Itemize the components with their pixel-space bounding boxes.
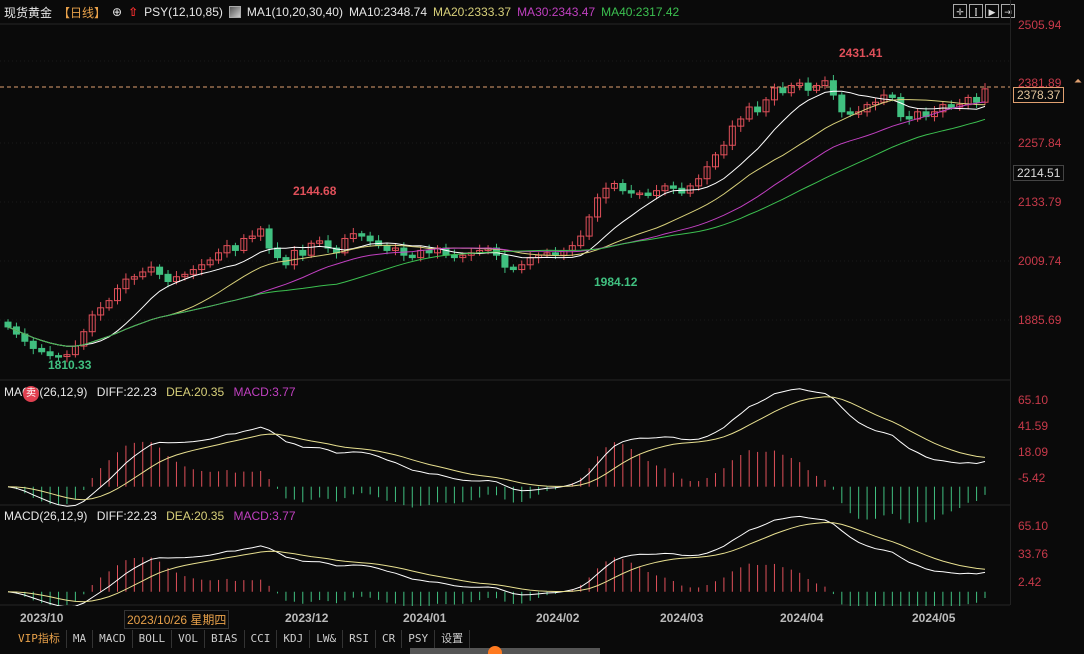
psy-label[interactable]: PSY(12,10,85) <box>144 5 223 19</box>
date-tick: 2024/04 <box>780 611 824 625</box>
macd1-tick: -5.42 <box>1018 471 1046 485</box>
date-tick: 2024/05 <box>912 611 956 625</box>
tab-cci[interactable]: CCI <box>245 630 278 648</box>
macd1-dea: DEA:20.35 <box>166 385 225 399</box>
macd2-dea: DEA:20.35 <box>166 509 225 523</box>
instrument-title: 现货黄金 <box>4 5 53 20</box>
tab-cr[interactable]: CR <box>376 630 403 648</box>
macd1-tick: 18.09 <box>1018 445 1049 459</box>
macd2-tick: 33.76 <box>1018 547 1049 561</box>
macd1-tick: 65.10 <box>1018 393 1049 407</box>
date-axis: 2023/10 2023/10/26 星期四 2023/12 2024/01 2… <box>0 608 1010 629</box>
macd1-macd: MACD:3.77 <box>233 385 296 399</box>
date-tick: 2024/01 <box>403 611 447 625</box>
high-annotation-2: 2431.41 <box>839 46 883 60</box>
price-chart[interactable] <box>0 0 1010 606</box>
tab-psy[interactable]: PSY <box>402 630 436 648</box>
up-arrow-icon: ⇧ <box>128 5 139 19</box>
ma-chart-icon[interactable] <box>228 6 241 18</box>
price-tick: 2133.79 <box>1018 195 1062 209</box>
zoom-icon[interactable]: ⫿ <box>969 4 983 18</box>
date-tick: 2024/03 <box>660 611 704 625</box>
date-tick: 2023/12 <box>285 611 329 625</box>
tab-rsi[interactable]: RSI <box>343 630 376 648</box>
chart-toolbar: ✛ ⫿ ▶ ⇥ <box>953 4 1015 18</box>
price-tick: 1885.69 <box>1018 313 1062 327</box>
tab-boll[interactable]: BOLL <box>133 630 173 648</box>
tab-settings[interactable]: 设置 <box>435 630 471 648</box>
tab-lw[interactable]: LW& <box>310 630 344 648</box>
chart-header: 现货黄金 【日线】 ⊕ ⇧ PSY(12,10,85) MA1(10,20,30… <box>0 0 1010 24</box>
period-label[interactable]: 【日线】 <box>58 5 107 20</box>
macd1-label[interactable]: MACD(26,12,9) <box>4 385 88 399</box>
price-tick: 2505.94 <box>1018 18 1062 32</box>
macd2-tick: 65.10 <box>1018 519 1049 533</box>
price-tick: 2257.84 <box>1018 136 1062 150</box>
macd2-label[interactable]: MACD(26,12,9) <box>4 509 88 523</box>
macd1-diff: DIFF:22.23 <box>96 385 157 399</box>
price-axis: 2505.94 2381.89 2378.37 ⏶ 2257.84 2214.5… <box>1010 0 1084 605</box>
ma40-value: MA40:2317.42 <box>601 5 680 19</box>
play-icon[interactable]: ▶ <box>985 4 999 18</box>
date-tick: 2024/02 <box>536 611 580 625</box>
price-tick: 2009.74 <box>1018 254 1062 268</box>
indicator-tabs: VIP指标 MA MACD BOLL VOL BIAS CCI KDJ LW& … <box>0 630 471 648</box>
tab-vip[interactable]: VIP指标 <box>0 630 67 648</box>
tab-macd[interactable]: MACD <box>93 630 133 648</box>
crosshair-price-box: 2214.51 <box>1013 165 1065 181</box>
sell-signal-badge[interactable]: 卖 <box>23 386 39 402</box>
price-tick: 2381.89 <box>1018 76 1062 90</box>
macd1-tick: 41.59 <box>1018 419 1049 433</box>
jump-end-icon[interactable]: ⇥ <box>1001 4 1015 18</box>
globe-icon[interactable]: ⊕ <box>112 5 123 19</box>
price-marker-icon: ⏶ <box>1074 76 1082 87</box>
low-annotation-2: 1984.12 <box>594 275 638 289</box>
horizontal-scrollbar[interactable] <box>410 648 600 654</box>
macd1-header: MACD(26,12,9) DIFF:22.23 DEA:20.35 MACD:… <box>4 385 302 399</box>
crosshair-icon[interactable]: ✛ <box>953 4 967 18</box>
high-annotation-1: 2144.68 <box>293 184 337 198</box>
macd2-diff: DIFF:22.23 <box>96 509 157 523</box>
macd2-macd: MACD:3.77 <box>233 509 296 523</box>
ma20-value: MA20:2333.37 <box>433 5 512 19</box>
cursor-date: 2023/10/26 星期四 <box>124 610 230 629</box>
tab-ma[interactable]: MA <box>67 630 94 648</box>
low-annotation-1: 1810.33 <box>48 358 92 372</box>
ma-label[interactable]: MA1(10,20,30,40) <box>246 5 343 19</box>
ma10-value: MA10:2348.74 <box>348 5 427 19</box>
tab-kdj[interactable]: KDJ <box>277 630 311 648</box>
tab-bias[interactable]: BIAS <box>205 630 245 648</box>
ma30-value: MA30:2343.47 <box>517 5 596 19</box>
scroll-thumb[interactable] <box>488 646 502 654</box>
macd2-tick: 2.42 <box>1018 575 1042 589</box>
tab-vol[interactable]: VOL <box>172 630 205 648</box>
current-price-box: 2378.37 <box>1013 87 1065 103</box>
date-tick: 2023/10 <box>20 611 64 625</box>
macd2-header: MACD(26,12,9) DIFF:22.23 DEA:20.35 MACD:… <box>4 509 302 523</box>
